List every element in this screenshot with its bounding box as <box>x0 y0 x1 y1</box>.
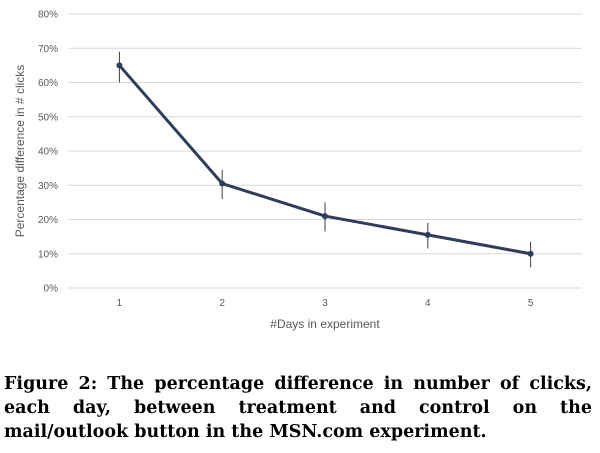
data-point <box>322 213 328 220</box>
x-tick-labels: 1 2 3 4 5 <box>117 298 534 309</box>
y-tick-label: 10% <box>38 249 58 260</box>
line-chart: 0% 10% 20% 30% 40% 50% 60% 70% 80% 1 2 3 4 5 Percent… <box>13 10 582 331</box>
data-point <box>219 180 226 187</box>
data-points <box>116 62 534 257</box>
data-point <box>116 62 123 69</box>
x-tick-label: 4 <box>425 298 431 309</box>
y-tick-label: 0% <box>44 284 59 295</box>
x-axis-title: #Days in experiment <box>270 317 380 331</box>
figure-caption: Figure 2: The percentage difference in n… <box>4 374 592 442</box>
y-tick-label: 20% <box>38 215 58 226</box>
x-tick-label: 3 <box>322 298 328 309</box>
data-point <box>424 231 431 238</box>
gridlines <box>68 13 582 289</box>
y-tick-labels: 0% 10% 20% 30% 40% 50% 60% 70% 80% <box>38 10 58 295</box>
y-tick-label: 80% <box>38 10 58 21</box>
y-tick-label: 40% <box>38 147 58 158</box>
y-tick-label: 70% <box>38 44 58 55</box>
data-point <box>527 250 534 257</box>
y-tick-label: 30% <box>38 181 58 192</box>
error-bars <box>118 51 532 268</box>
x-tick-label: 5 <box>528 298 534 309</box>
y-tick-label: 50% <box>38 112 58 123</box>
x-tick-label: 1 <box>117 298 123 309</box>
y-axis-title: Percentage difference in # clicks <box>13 65 27 238</box>
y-tick-label: 60% <box>38 78 58 89</box>
x-tick-label: 2 <box>219 298 225 309</box>
